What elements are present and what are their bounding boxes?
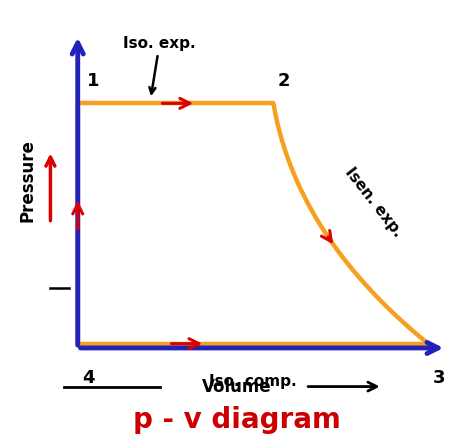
- Text: 4: 4: [82, 369, 95, 388]
- Text: Isen. exp.: Isen. exp.: [342, 164, 405, 240]
- Text: Iso. exp.: Iso. exp.: [123, 36, 196, 93]
- Text: p - v diagram: p - v diagram: [133, 406, 341, 434]
- Text: 3: 3: [433, 369, 445, 388]
- Text: Volume: Volume: [202, 378, 272, 396]
- Text: Pressure: Pressure: [18, 139, 36, 222]
- Text: Iso. comp.: Iso. comp.: [209, 374, 297, 389]
- Text: 1: 1: [87, 72, 100, 90]
- Text: 2: 2: [278, 72, 291, 90]
